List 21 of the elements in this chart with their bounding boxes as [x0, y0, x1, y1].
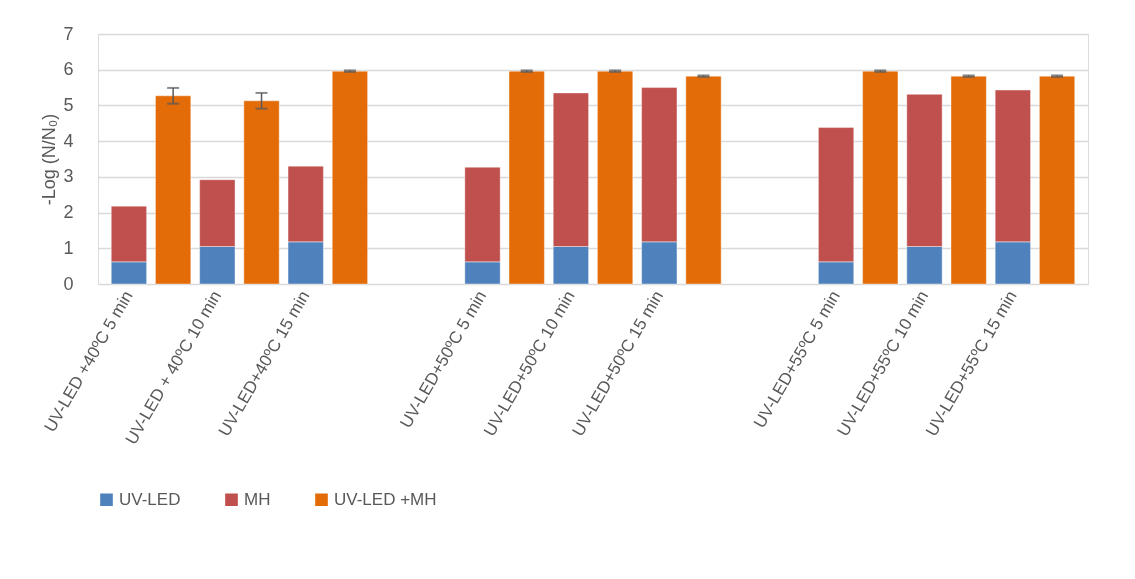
bar: [243, 100, 280, 285]
bar: [508, 70, 545, 285]
legend-label: MH: [244, 489, 271, 509]
legend-label: UV-LED +MH: [334, 489, 437, 509]
y-tick-label: 5: [63, 94, 74, 115]
bar: [685, 75, 722, 285]
y-axis-title: -Log (N/N₀): [39, 113, 60, 206]
bar: [862, 70, 899, 285]
bar: [154, 95, 192, 285]
y-tick-label: 1: [63, 237, 74, 258]
y-tick-label: 4: [63, 130, 74, 151]
y-tick-label: 0: [63, 273, 74, 294]
y-tick-label: 3: [63, 166, 74, 187]
bar: [950, 75, 987, 285]
y-tick-label: 2: [63, 202, 74, 223]
legend-label: UV-LED: [119, 489, 181, 509]
bar: [596, 70, 634, 285]
bar: [1038, 75, 1076, 285]
bar: [331, 70, 369, 285]
y-tick-label: 6: [63, 59, 74, 80]
y-tick-label: 7: [63, 23, 74, 44]
